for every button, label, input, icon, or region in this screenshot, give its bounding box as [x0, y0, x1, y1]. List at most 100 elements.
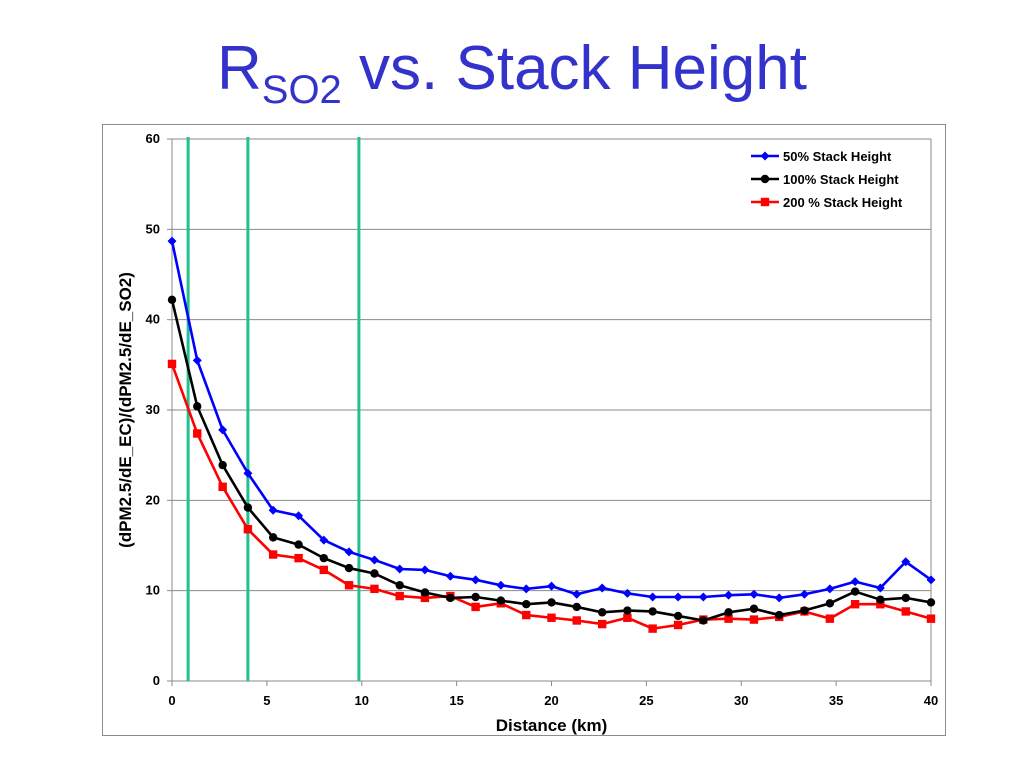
x-tick-label: 20	[544, 693, 558, 708]
data-point	[496, 596, 506, 605]
data-point	[370, 584, 379, 594]
data-point	[623, 613, 632, 622]
y-tick-label: 60	[146, 131, 160, 146]
legend-label: 50% Stack Height	[783, 149, 892, 164]
data-point	[445, 571, 455, 581]
y-axis-title: (dPM2.5/dE_EC)/(dPM2.5/dE_SO2)	[116, 272, 135, 548]
slide-title: RSO2 vs. Stack Height	[0, 38, 1024, 112]
title-subscript: SO2	[261, 68, 342, 112]
data-point	[724, 590, 734, 600]
data-point	[850, 577, 860, 587]
data-point	[420, 565, 430, 575]
series-diamond	[167, 236, 936, 603]
data-point	[648, 624, 657, 633]
y-tick-label: 40	[146, 312, 160, 327]
data-point	[319, 565, 328, 575]
x-tick-label: 10	[355, 693, 369, 708]
data-point	[193, 429, 202, 438]
data-point	[622, 588, 632, 598]
data-point	[243, 468, 253, 478]
data-point	[319, 535, 329, 545]
data-point	[926, 575, 936, 585]
data-point	[471, 602, 480, 612]
data-point	[901, 593, 910, 603]
data-point	[370, 569, 379, 578]
legend-label: 100% Stack Height	[783, 172, 899, 187]
data-point	[673, 592, 683, 602]
series-layer	[167, 236, 936, 633]
data-point	[901, 557, 911, 567]
legend-item: 100% Stack Height	[751, 172, 899, 187]
data-point	[243, 503, 253, 512]
legend-marker	[760, 174, 770, 184]
y-tick-label: 50	[146, 221, 160, 236]
x-tick-label: 40	[924, 693, 938, 708]
data-point	[572, 602, 581, 612]
data-point	[218, 425, 228, 435]
data-point	[699, 616, 708, 625]
data-point	[446, 593, 455, 603]
data-point	[724, 608, 733, 617]
data-point	[471, 575, 481, 585]
data-point	[876, 600, 885, 609]
data-point	[344, 563, 354, 573]
legend-item: 200 % Stack Height	[751, 195, 903, 210]
y-tick-label: 0	[153, 673, 160, 688]
data-point	[673, 611, 683, 621]
line-chart: 0 10 20 30 40 50 60 0 5 10 15 20 25 30 35 40 Distance (…	[116, 131, 939, 735]
data-point	[926, 614, 936, 623]
data-point	[218, 482, 227, 491]
data-point	[218, 460, 227, 470]
data-point	[597, 583, 607, 593]
data-point	[420, 588, 430, 597]
y-tick-label: 10	[146, 583, 160, 598]
data-point	[825, 599, 835, 608]
gridlines	[172, 138, 932, 681]
data-point	[749, 615, 759, 624]
data-point	[623, 606, 632, 615]
data-point	[572, 589, 582, 599]
x-tick-label: 15	[449, 693, 463, 708]
data-point	[192, 355, 202, 365]
data-point	[521, 584, 531, 594]
data-point	[775, 610, 784, 620]
data-point	[850, 587, 860, 596]
data-point	[800, 606, 809, 615]
data-point	[344, 581, 354, 590]
x-tick-label: 0	[168, 693, 175, 708]
data-point	[572, 616, 581, 625]
x-tick-label: 30	[734, 693, 748, 708]
data-point	[243, 525, 253, 534]
series-circle	[167, 295, 936, 625]
data-point	[547, 613, 556, 622]
legend: 50% Stack Height 100% Stack Height 200 % S…	[751, 149, 903, 210]
data-point	[850, 600, 860, 609]
legend-item: 50% Stack Height	[751, 149, 892, 164]
data-point	[167, 295, 177, 304]
data-point	[774, 593, 784, 603]
chart-frame: 0 10 20 30 40 50 60 0 5 10 15 20 25 30 35 40 Distance (…	[102, 124, 946, 736]
data-point	[344, 547, 354, 557]
data-point	[673, 620, 683, 630]
data-point	[268, 505, 278, 515]
data-point	[825, 614, 835, 623]
tick-labels: 0 10 20 30 40 50 60 0 5 10 15 20 25 30 35 40	[146, 131, 939, 708]
data-point	[395, 591, 404, 601]
y-tick-label: 20	[146, 492, 160, 507]
series-line	[170, 240, 932, 600]
data-point	[724, 614, 733, 623]
legend-marker	[760, 197, 770, 207]
data-point	[268, 550, 278, 559]
data-point	[294, 540, 303, 549]
data-point	[294, 511, 304, 521]
legend-label: 200 % Stack Height	[783, 195, 903, 210]
data-point	[167, 359, 177, 369]
title-main: R	[216, 34, 262, 103]
data-point	[648, 592, 658, 602]
data-point	[471, 592, 480, 602]
axes	[167, 138, 932, 686]
data-point	[876, 595, 885, 604]
data-point	[294, 553, 303, 563]
data-point	[167, 236, 177, 246]
data-point	[268, 533, 278, 542]
